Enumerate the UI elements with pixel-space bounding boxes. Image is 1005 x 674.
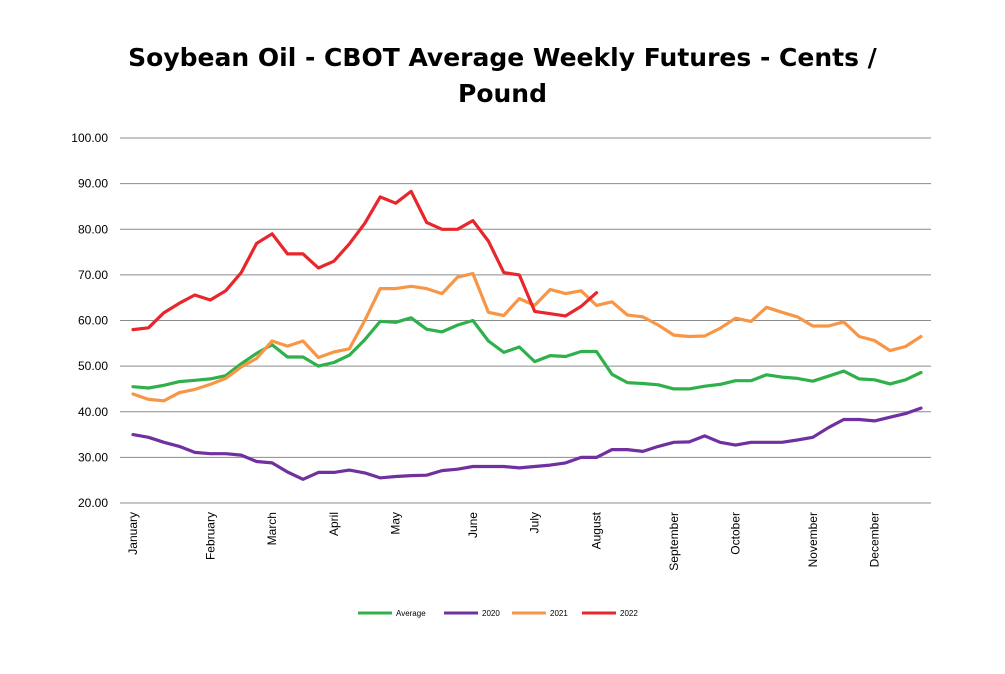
legend-label: Average (396, 609, 426, 618)
legend-item-2022: 2022 (582, 609, 638, 618)
x-tick-label: August (590, 511, 604, 549)
legend-item-2021: 2021 (512, 609, 568, 618)
y-axis-tick-labels: 20.00 30.00 40.00 50.00 60.00 70.00 80.00 90.00… (71, 131, 108, 510)
y-tick-label: 80.00 (78, 222, 108, 236)
y-tick-label: 100.00 (71, 131, 108, 145)
x-tick-label: June (466, 512, 480, 538)
x-tick-label: February (203, 512, 217, 560)
y-tick-label: 50.00 (78, 359, 108, 373)
series-line-average (131, 316, 923, 391)
x-tick-label: September (667, 512, 681, 571)
x-tick-label: October (729, 512, 743, 555)
y-tick-label: 30.00 (78, 450, 108, 464)
legend-label: 2022 (620, 609, 638, 618)
x-tick-label: April (327, 512, 341, 536)
legend-label: 2021 (550, 609, 568, 618)
series-line-2020 (131, 406, 923, 481)
chart-title-line-1: Soybean Oil - CBOT Average Weekly Future… (128, 43, 877, 72)
x-tick-label: December (868, 512, 882, 567)
x-tick-label: November (806, 512, 820, 567)
gridlines (120, 137, 931, 504)
y-tick-label: 40.00 (78, 405, 108, 419)
chart-title: Soybean Oil - CBOT Average Weekly Future… (0, 40, 1005, 112)
x-tick-label: March (265, 512, 279, 545)
x-tick-label: May (389, 512, 403, 535)
y-tick-label: 90.00 (78, 177, 108, 191)
legend: Average 2020 2021 2022 (358, 609, 638, 618)
x-tick-label: July (528, 512, 542, 533)
series-line-2022 (131, 189, 599, 332)
y-tick-label: 20.00 (78, 496, 108, 510)
legend-label: 2020 (482, 609, 500, 618)
legend-item-average: Average (358, 609, 426, 618)
series-lines (131, 189, 923, 481)
x-axis-month-labels: January February March April May June July Augu… (126, 511, 882, 570)
chart-title-line-2: Pound (458, 79, 547, 108)
y-tick-label: 70.00 (78, 268, 108, 282)
y-tick-label: 60.00 (78, 314, 108, 328)
x-tick-label: January (126, 512, 140, 555)
legend-item-2020: 2020 (444, 609, 500, 618)
series-line-2021 (131, 271, 923, 403)
